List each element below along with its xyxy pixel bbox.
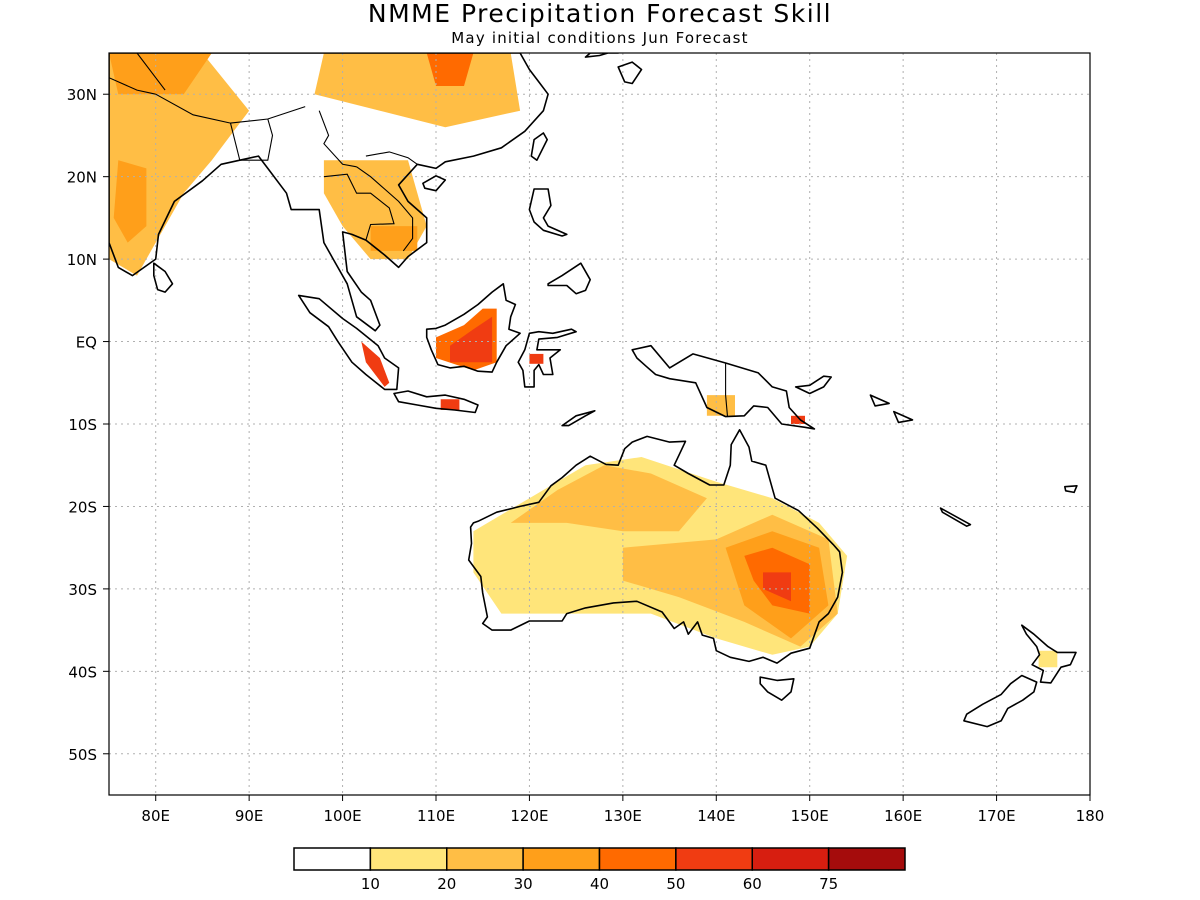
gridlines	[109, 53, 1090, 795]
lon-tick-label: 110E	[417, 807, 455, 825]
coastline-japan-kyushu	[617, 61, 643, 85]
coastline-sulawesi	[517, 328, 577, 388]
lon-tick-label: 170E	[978, 807, 1016, 825]
chart-subtitle: May initial conditions Jun Forecast	[451, 29, 749, 47]
lon-tick-label: 150E	[791, 807, 829, 825]
border-china-vietnam	[365, 151, 418, 165]
lat-tick-label: EQ	[76, 334, 97, 352]
coastline-borneo	[425, 282, 521, 373]
colorbar-label: 50	[666, 875, 685, 893]
colorbar-label: 75	[819, 875, 838, 893]
colorbar-swatch	[598, 847, 677, 871]
colorbar-swatch	[751, 847, 830, 871]
coastline-sumatra	[297, 294, 400, 391]
skill-region-java	[440, 399, 460, 410]
coastline-hainan	[422, 175, 447, 192]
plot-frame	[108, 52, 1091, 796]
coastline-korea	[584, 53, 620, 58]
colorbar-label: 30	[514, 875, 533, 893]
colorbar-swatch	[369, 847, 448, 871]
coastline-new-britain	[794, 375, 833, 395]
coastline-tasmania	[759, 676, 795, 702]
lat-tick-label: 10S	[68, 416, 97, 434]
lon-tick-label: 160E	[884, 807, 922, 825]
lon-tick-label: 140E	[697, 807, 735, 825]
chart-title: NMME Precipitation Forecast Skill	[367, 0, 833, 28]
lat-tick-label: 20S	[68, 498, 97, 516]
colorbar-label: 20	[437, 875, 456, 893]
lat-tick-label: 20N	[67, 169, 97, 187]
skill-region-aus-north	[510, 465, 707, 532]
colorbar-swatch	[293, 847, 372, 871]
coastline-nz-north	[1020, 624, 1077, 684]
coastline-nz-south	[963, 674, 1038, 728]
lon-tick-label: 120E	[510, 807, 548, 825]
colorbar-label: 60	[743, 875, 762, 893]
lat-tick-label: 30S	[68, 581, 97, 599]
skill-region-china-south	[314, 53, 521, 128]
skill-region-borneo-core	[450, 316, 493, 363]
border-thailand	[323, 173, 395, 241]
skill-region-png-south	[706, 395, 735, 416]
coastline-philippines-luzon	[528, 188, 568, 237]
coastline-mindanao	[547, 262, 592, 295]
skill-region-china-core	[426, 53, 474, 86]
coastline-australia	[467, 428, 844, 664]
longitude-axis: 80E 90E 100E 110E 120E 130E 140E 150E 160E 170E 18…	[141, 795, 1104, 825]
border-png-border	[725, 363, 729, 417]
coastline-java	[393, 390, 479, 414]
coastline-india	[109, 53, 549, 332]
colorbar-swatch	[827, 847, 906, 871]
border-bangladesh	[229, 118, 274, 161]
colorbar-label: 10	[361, 875, 380, 893]
skill-region-sumatra	[361, 341, 390, 387]
skill-region-tibet-west	[109, 53, 212, 95]
border-laos-vietnam	[356, 166, 414, 252]
coastline-taiwan	[530, 132, 549, 161]
lon-tick-label: 130E	[604, 807, 642, 825]
skill-region-nz-north	[1038, 650, 1058, 668]
colorbar: 10 20 30 40 50 60 75	[293, 847, 906, 893]
lat-tick-label: 10N	[67, 251, 97, 269]
coastline-new-guinea	[631, 344, 816, 430]
lat-tick-label: 30N	[67, 86, 97, 104]
coastline-solomon-2	[892, 410, 914, 424]
colorbar-swatch	[675, 847, 753, 871]
lat-tick-label: 50S	[68, 746, 97, 764]
lon-tick-label: 90E	[235, 807, 264, 825]
skill-region-india-core	[113, 160, 147, 243]
lon-tick-label: 100E	[324, 807, 362, 825]
lat-tick-label: 40S	[68, 663, 97, 681]
coastline-new-caledonia	[939, 507, 972, 528]
coastline-fiji	[1064, 484, 1078, 494]
colorbar-swatch	[446, 847, 524, 871]
skill-region-sulawesi	[529, 353, 544, 364]
colorbar-swatch	[522, 847, 601, 871]
colorbar-label: 40	[590, 875, 609, 893]
coastline-solomon-1	[869, 394, 890, 407]
coastline-layer	[109, 53, 1078, 728]
lon-tick-label: 180	[1076, 807, 1105, 825]
border-tibet	[136, 53, 166, 91]
lon-tick-label: 80E	[141, 807, 170, 825]
border-myanmar-china	[318, 110, 357, 168]
coastline-timor	[561, 409, 596, 427]
skill-region-cambodia	[370, 226, 418, 251]
coastline-sri-lanka	[153, 262, 174, 293]
skill-region-png	[791, 415, 805, 424]
latitude-axis: 30N 20N 10N EQ 10S 20S 30S 40S 50S	[67, 86, 109, 764]
border-pakistan	[109, 77, 156, 95]
skill-region-aus-max	[763, 572, 791, 602]
skill-fill-layer	[109, 53, 1058, 668]
